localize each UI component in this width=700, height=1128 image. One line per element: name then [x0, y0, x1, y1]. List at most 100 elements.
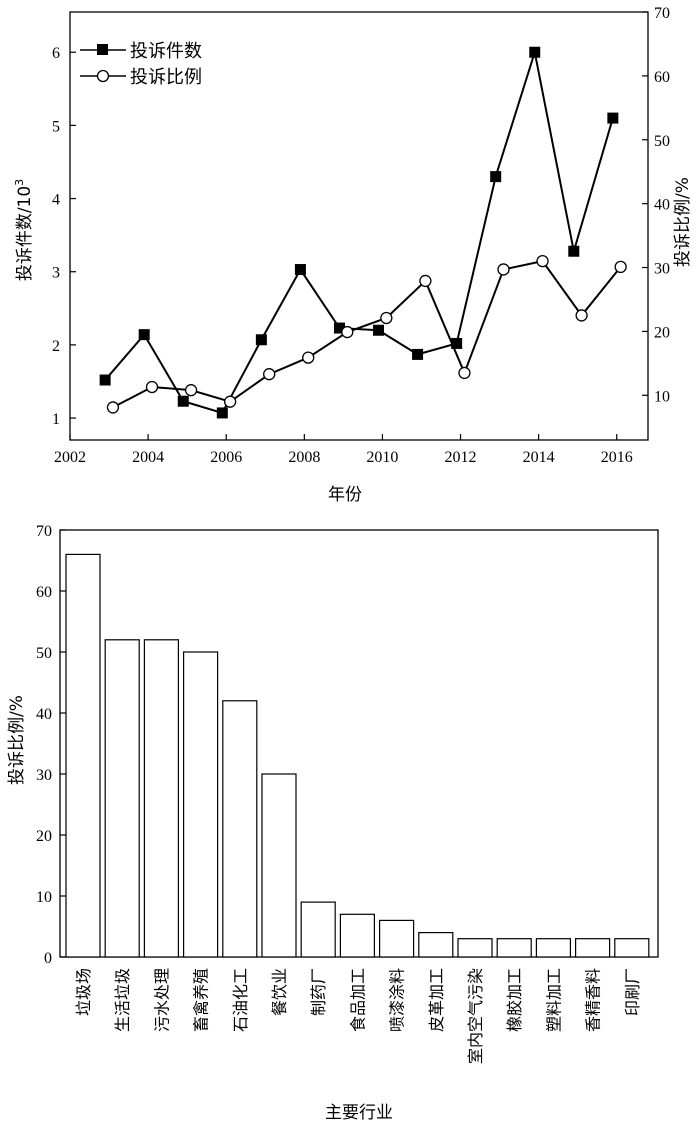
- category-label: 香精香料: [584, 968, 603, 1032]
- bar: [614, 938, 650, 958]
- bottom-y-tick-label: 20: [36, 828, 52, 845]
- bar: [183, 651, 219, 958]
- series-line-complaint-ratio: [112, 260, 622, 409]
- data-point-square: [177, 395, 189, 407]
- category-label: 畜禽养殖: [192, 968, 211, 1032]
- bar: [143, 639, 179, 958]
- data-point-circle: [614, 260, 627, 274]
- bottom-y-axis: 0 10 20 30 40 50 60 70: [36, 523, 66, 967]
- bar: [535, 938, 572, 958]
- right-y-tick-label: 50: [654, 133, 670, 150]
- data-point-circle: [341, 325, 354, 339]
- top-plot-frame: [69, 11, 649, 441]
- bar: [339, 913, 375, 958]
- bottom-x-axis-title: 主要行业: [325, 1103, 393, 1123]
- x-tick-label: 2008: [288, 449, 320, 466]
- bar: [496, 938, 532, 958]
- legend: 投诉件数 投诉比例: [80, 41, 202, 88]
- left-y-tick-label: 3: [52, 265, 60, 282]
- bar: [261, 773, 297, 958]
- x-tick-label: 2006: [210, 449, 242, 466]
- data-point-circle: [380, 311, 393, 325]
- top-left-y-axis-title-text: 投诉件数/10: [15, 186, 35, 281]
- right-y-tick-label: 40: [654, 197, 670, 214]
- bar: [65, 553, 101, 958]
- left-y-tick-label: 5: [52, 118, 60, 135]
- right-y-tick-label: 60: [654, 69, 670, 86]
- category-label: 制药厂: [309, 968, 328, 1016]
- legend-label-count: 投诉件数: [130, 41, 202, 62]
- x-tick-label: 2004: [132, 449, 164, 466]
- data-point-circle: [575, 309, 588, 322]
- right-y-tick-label: 70: [654, 5, 670, 22]
- data-point-circle: [419, 274, 432, 288]
- category-label: 室内空气污染: [466, 968, 485, 1064]
- bar: [104, 639, 140, 958]
- legend-marker-square: [97, 44, 108, 55]
- data-point-square: [138, 329, 150, 341]
- left-y-tick-label: 2: [52, 338, 60, 355]
- bar: [457, 938, 493, 958]
- data-point-square: [607, 112, 619, 124]
- legend-label-ratio: 投诉比例: [130, 67, 202, 88]
- top-series-group: [99, 46, 627, 419]
- x-tick-label: 2002: [54, 449, 86, 466]
- left-y-tick-label: 1: [52, 411, 60, 428]
- bottom-y-tick-label: 60: [36, 584, 52, 601]
- data-point-circle: [302, 351, 315, 364]
- category-label: 橡胶加工: [505, 968, 524, 1032]
- data-point-circle: [536, 254, 549, 268]
- data-point-square: [568, 245, 580, 257]
- data-point-square: [451, 337, 463, 349]
- top-x-axis-title: 年份: [328, 485, 362, 505]
- data-point-square: [333, 322, 345, 334]
- data-point-square: [99, 374, 111, 386]
- data-point-square: [529, 46, 541, 58]
- category-label: 污水处理: [152, 968, 171, 1032]
- data-point-circle: [263, 368, 276, 381]
- top-right-y-axis: 10 20 30 40 50 60 70: [642, 5, 670, 405]
- bottom-y-tick-label: 70: [36, 523, 52, 540]
- x-tick-label: 2014: [523, 449, 555, 466]
- bottom-y-tick-label: 50: [36, 645, 52, 662]
- bar: [574, 938, 611, 958]
- data-point-circle: [223, 395, 237, 408]
- industry-bar-chart: 0 10 20 30 40 50 60 70 垃圾场 生活垃圾 污水处理 畜禽养殖 石油化工 餐饮业 制药…: [7, 523, 659, 1123]
- data-point-square: [216, 407, 228, 419]
- data-point-circle: [145, 380, 159, 394]
- left-y-tick-label: 4: [52, 192, 60, 209]
- top-left-y-axis-title-superscript: 3: [13, 179, 26, 186]
- category-label: 食品加工: [348, 968, 367, 1032]
- top-left-y-axis-title: 投诉件数/103: [13, 179, 35, 281]
- bar: [418, 931, 454, 958]
- top-x-axis: 2002 2004 2006 2008 2010 2012 2014 2016: [54, 434, 633, 466]
- bottom-bars-group: [65, 553, 650, 958]
- top-right-y-axis-title: 投诉比例/%: [673, 177, 693, 267]
- complaints-line-chart: 2002 2004 2006 2008 2010 2012 2014 2016 123456 …: [13, 5, 693, 505]
- data-point-circle: [184, 384, 198, 397]
- category-label: 餐饮业: [270, 968, 289, 1016]
- x-tick-label: 2016: [601, 449, 633, 466]
- bar: [379, 919, 415, 958]
- category-label: 皮革加工: [427, 968, 446, 1032]
- category-label: 石油化工: [231, 968, 250, 1032]
- data-point-square: [373, 324, 385, 336]
- top-left-y-axis: 1 2 3 4 5 6: [52, 45, 76, 428]
- bottom-y-tick-label: 0: [44, 950, 52, 967]
- category-label: 生活垃圾: [113, 968, 132, 1032]
- data-point-circle: [106, 401, 120, 414]
- category-label: 印刷厂: [623, 968, 642, 1016]
- legend-marker-circle: [96, 69, 110, 83]
- data-point-square: [255, 334, 267, 346]
- left-y-tick-label: 6: [52, 45, 60, 62]
- data-point-square: [412, 348, 424, 360]
- bar: [222, 700, 258, 958]
- data-point-square: [490, 171, 502, 183]
- x-tick-label: 2012: [445, 449, 477, 466]
- data-point-circle: [497, 263, 510, 276]
- category-label: 喷漆涂料: [388, 968, 407, 1032]
- bar: [300, 901, 336, 958]
- data-point-square: [294, 264, 306, 276]
- right-y-tick-label: 30: [654, 261, 670, 278]
